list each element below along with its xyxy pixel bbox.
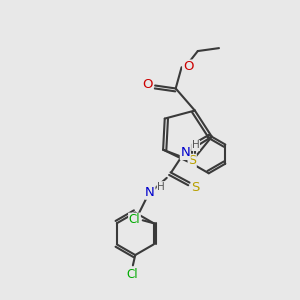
Text: N: N [145,186,155,199]
Text: H: H [157,182,165,192]
Text: O: O [142,78,153,92]
Text: S: S [188,154,196,167]
Text: Cl: Cl [129,213,140,226]
Text: S: S [191,181,200,194]
Text: H: H [192,140,200,151]
Text: Cl: Cl [127,268,138,281]
Text: O: O [183,60,193,73]
Text: N: N [180,146,190,159]
